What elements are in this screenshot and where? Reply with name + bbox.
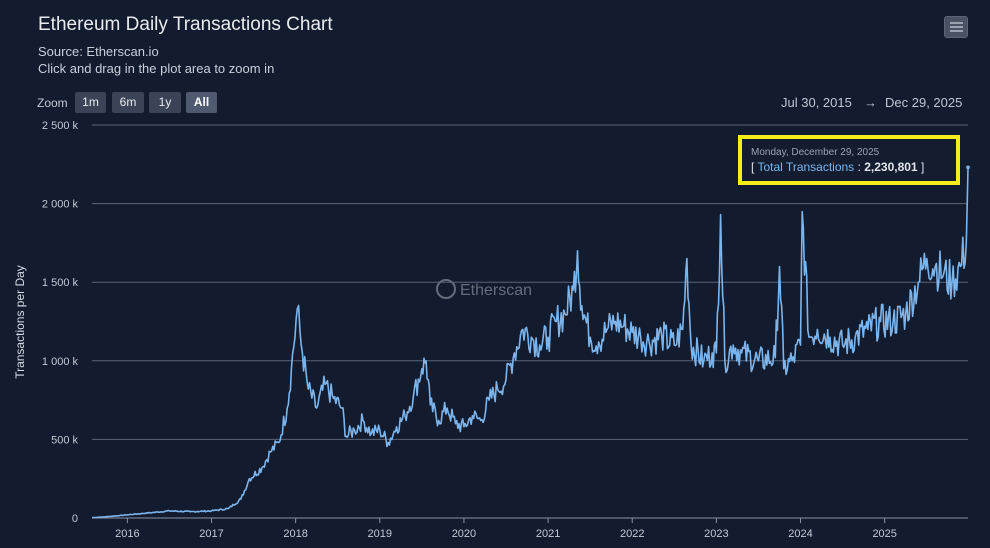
range-to[interactable]: Dec 29, 2025 xyxy=(885,95,963,110)
zoom-1y-button[interactable]: 1y xyxy=(149,92,181,113)
y-tick-label: 1 000 k xyxy=(42,356,79,368)
x-tick-label: 2017 xyxy=(199,528,223,540)
y-tick-label: 2 000 k xyxy=(42,199,79,211)
x-tick-label: 2024 xyxy=(788,528,812,540)
range-arrow: → xyxy=(864,95,877,110)
hover-point xyxy=(966,165,970,170)
x-tick-label: 2023 xyxy=(704,528,728,540)
y-tick-label: 500 k xyxy=(51,434,78,446)
x-tick-label: 2019 xyxy=(368,528,392,540)
x-tick-label: 2020 xyxy=(452,528,476,540)
y-tick-label: 0 xyxy=(72,513,78,525)
tooltip-label: Total Transactions xyxy=(757,160,855,174)
chart-hint: Click and drag in the plot area to zoom … xyxy=(38,61,275,76)
watermark-text: Etherscan xyxy=(460,282,533,299)
zoom-label: Zoom xyxy=(37,96,68,110)
x-tick-label: 2022 xyxy=(620,528,644,540)
etherscan-watermark: Etherscan xyxy=(436,279,532,300)
chart-title: Ethereum Daily Transactions Chart xyxy=(38,14,333,35)
zoom-6m-button[interactable]: 6m xyxy=(112,92,144,113)
range-from[interactable]: Jul 30, 2015 xyxy=(781,95,852,110)
tooltip-bracket-close: ] xyxy=(920,160,925,174)
x-tick-label: 2021 xyxy=(536,528,560,540)
zoom-1m-button[interactable]: 1m xyxy=(75,92,106,113)
chart-source: Source: Etherscan.io xyxy=(38,44,159,59)
tooltip-value: 2,230,801 xyxy=(864,160,918,174)
tooltip: Monday, December 29, 2025 [ Total Transa… xyxy=(738,135,960,185)
y-axis-label: Transactions per Day xyxy=(13,265,27,379)
x-tick-label: 2016 xyxy=(115,528,139,540)
tooltip-date: Monday, December 29, 2025 xyxy=(751,147,880,158)
tooltip-separator: : xyxy=(857,160,861,174)
etherscan-logo-icon xyxy=(436,279,456,299)
tooltip-line: [ Total Transactions : 2,230,801 ] xyxy=(751,160,924,174)
series-line xyxy=(91,167,969,519)
zoom-all-button[interactable]: All xyxy=(186,92,217,113)
y-tick-label: 2 500 k xyxy=(42,120,79,132)
x-tick-label: 2025 xyxy=(872,528,896,540)
hamburger-menu-icon[interactable] xyxy=(944,16,968,38)
y-tick-label: 1 500 k xyxy=(42,277,79,289)
x-tick-label: 2018 xyxy=(283,528,307,540)
tooltip-bracket-open: [ xyxy=(751,160,755,174)
